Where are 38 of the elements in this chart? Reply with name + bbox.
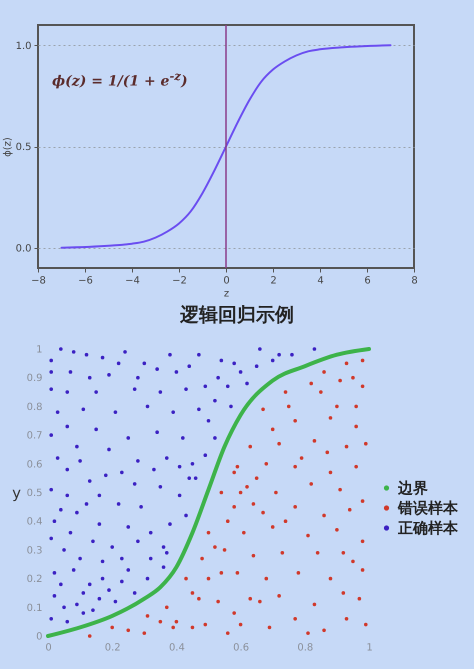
x-tick-label: 0 — [223, 276, 230, 286]
x-tick-label: 6 — [364, 276, 371, 286]
x-axis-title: z — [224, 288, 230, 300]
y-tick-label: 0.1 — [26, 602, 42, 614]
x-tick-label: 0.6 — [233, 642, 250, 654]
legend-label: 正确样本 — [397, 519, 459, 537]
y-tick-label: 0.4 — [26, 516, 42, 528]
y-axis-title: y — [12, 484, 22, 502]
y-tick-label: 0.2 — [26, 574, 42, 586]
x-tick-label: 0 — [45, 642, 52, 654]
y-tick-label: 0 — [36, 632, 42, 642]
x-tick-label: 0.2 — [104, 642, 121, 654]
x-tick-label: 0.4 — [168, 642, 185, 654]
y-tick-label: 0.7 — [26, 430, 42, 442]
x-tick-label: −6 — [78, 276, 93, 286]
x-tick-label: 0.8 — [297, 642, 314, 654]
x-tick-label: −4 — [125, 276, 140, 286]
y-tick-label: 0.9 — [26, 373, 42, 384]
x-tick-label: 2 — [270, 276, 277, 286]
y-tick-label: 1 — [36, 344, 42, 356]
y-tick-label: 0.0 — [16, 243, 32, 254]
annotation: ϕ(z) = 1/(1 + e$^{-z}$) — [52, 69, 188, 90]
y-axis-title: ϕ(z) — [2, 137, 14, 157]
legend-label: 边界 — [397, 479, 428, 497]
x-tick-label: 1 — [366, 642, 373, 654]
x-tick-label: 8 — [411, 276, 418, 286]
x-tick-label: 4 — [317, 276, 324, 286]
y-tick-label: 1.0 — [16, 40, 32, 52]
y-tick-label: 0.3 — [26, 545, 42, 556]
x-tick-label: −2 — [172, 276, 187, 286]
chart-title: 逻辑回归示例 — [179, 304, 294, 326]
y-tick-label: 0.6 — [26, 459, 42, 470]
y-tick-label: 0.5 — [26, 488, 42, 499]
x-tick-label: −8 — [31, 276, 46, 286]
line-series — [46, 347, 371, 638]
y-tick-label: 0.8 — [26, 402, 42, 413]
legend-label: 错误样本 — [397, 499, 459, 517]
y-tick-label: 0.5 — [16, 142, 32, 153]
